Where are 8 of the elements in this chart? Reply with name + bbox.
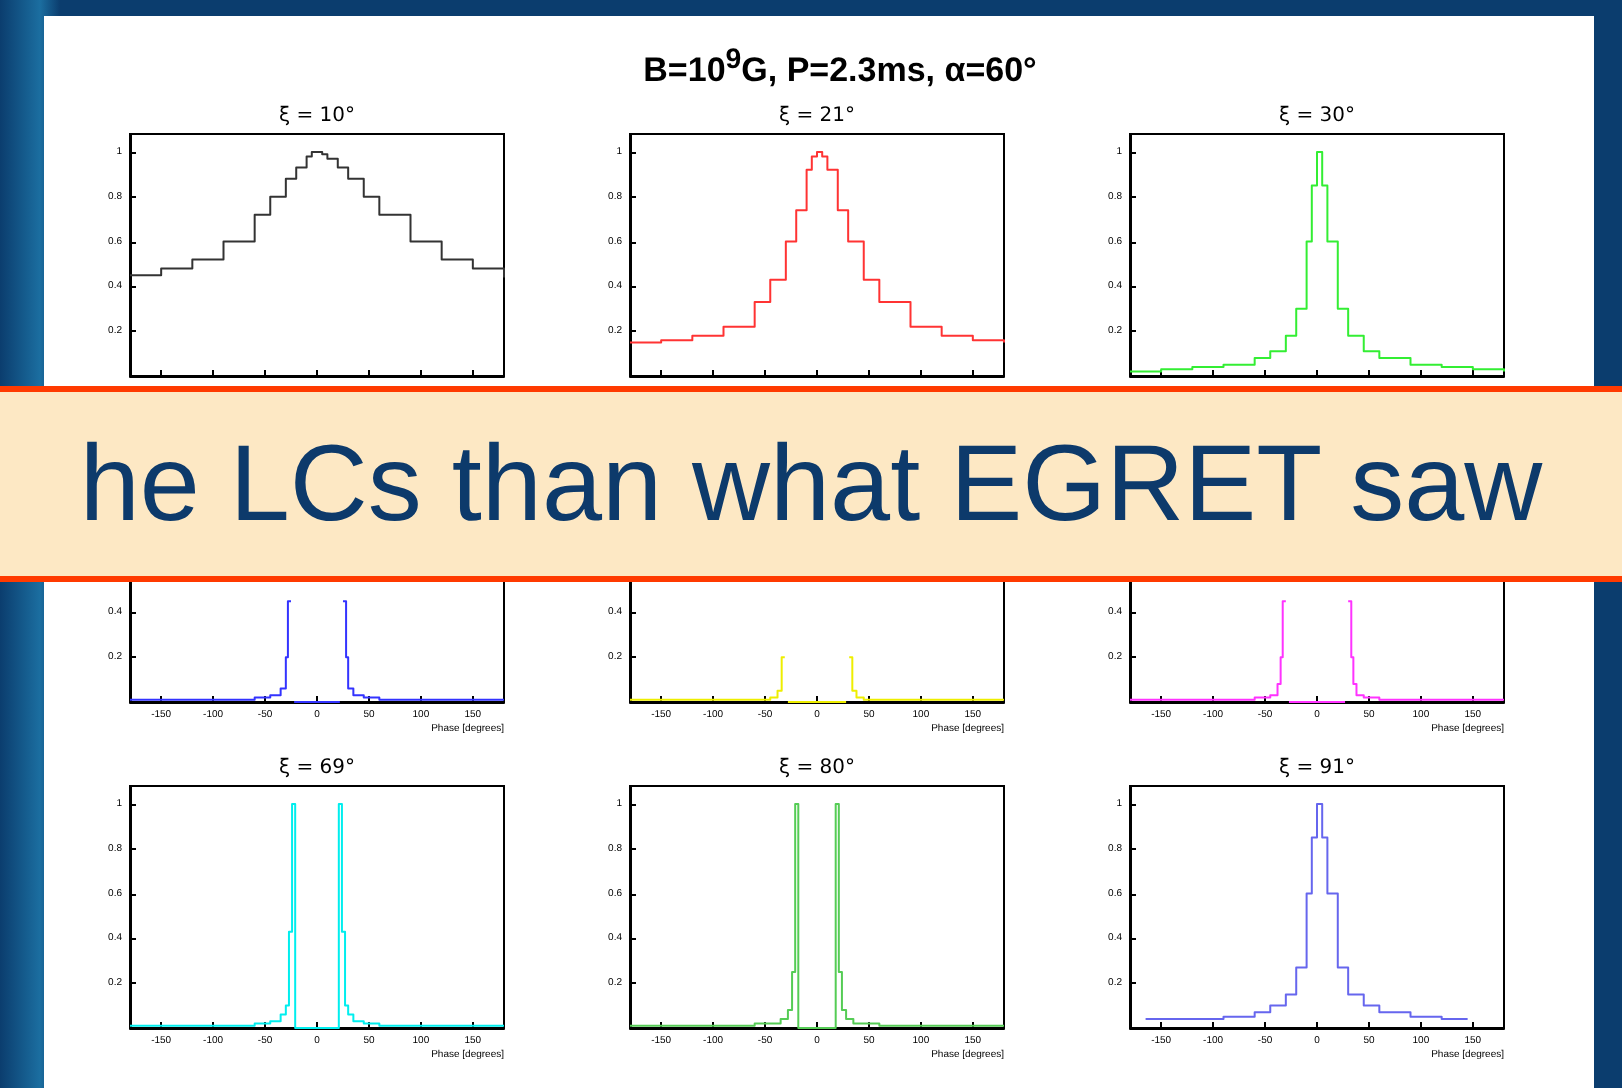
annotation: he LCs than what EGRET saw [79,424,1543,544]
chart-title: ξ = 30° [1278,105,1356,127]
chart-title: ξ = 10° [278,105,356,127]
chart-title: ξ = 91° [1278,757,1356,779]
chart-title: ξ = 21° [778,105,856,127]
chart-title: ξ = 80° [778,757,856,779]
text: B=10$^{9}$G, P=2.3ms, α=60° [641,44,1039,92]
chart-title: ξ = 69° [278,757,356,779]
